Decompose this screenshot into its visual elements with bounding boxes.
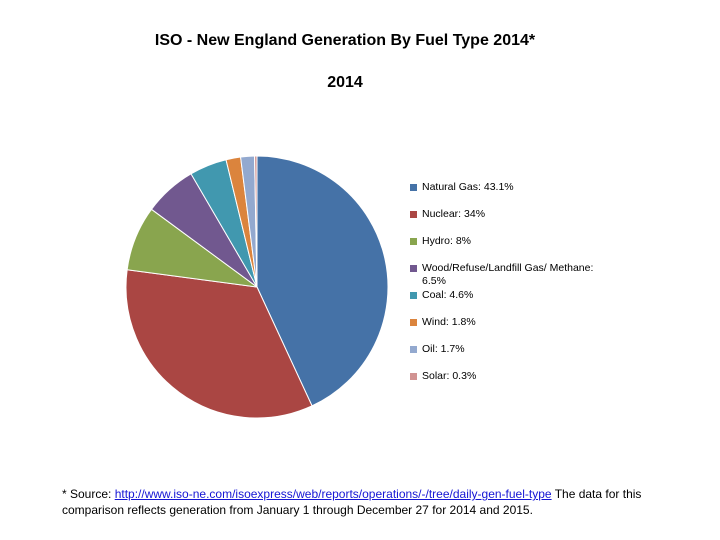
legend-swatch [410, 265, 417, 272]
footnote-text: The data for this comparison reflects ge… [62, 487, 642, 517]
chart-subtitle: 2014 [327, 74, 363, 91]
pie-slice-nuclear [125, 269, 313, 419]
legend-label: Coal: 4.6% [422, 289, 474, 301]
pie-slice-natural-gas [256, 155, 389, 407]
chart-title: ISO - New England Generation By Fuel Typ… [154, 32, 536, 49]
legend-swatch [410, 319, 417, 326]
legend-label: Solar: 0.3% [422, 370, 477, 382]
legend-swatch [410, 184, 417, 191]
legend-swatch [410, 238, 417, 245]
legend: Natural Gas: 43.1% Nuclear: 34% Hydro: 8… [410, 181, 600, 397]
legend-item-oil: Oil: 1.7% [410, 343, 600, 356]
legend-label: Nuclear: 34% [422, 208, 486, 220]
legend-swatch [410, 373, 417, 380]
source-link[interactable]: http://www.iso-ne.com/isoexpress/web/rep… [114, 487, 552, 501]
legend-item-solar: Solar: 0.3% [410, 370, 600, 383]
legend-item-nuclear: Nuclear: 34% [410, 208, 600, 221]
legend-item-wood-refuse: Wood/Refuse/Landfill Gas/ Methane: 6.5% [410, 262, 600, 288]
legend-item-natural-gas: Natural Gas: 43.1% [410, 181, 600, 194]
legend-item-wind: Wind: 1.8% [410, 316, 600, 329]
legend-label: Oil: 1.7% [422, 343, 465, 355]
legend-swatch [410, 346, 417, 353]
pie-chart [125, 155, 389, 419]
legend-label: Wind: 1.8% [422, 316, 476, 328]
legend-label: Wood/Refuse/Landfill Gas/ Methane: 6.5% [422, 262, 594, 287]
legend-label: Natural Gas: 43.1% [422, 181, 514, 193]
legend-item-hydro: Hydro: 8% [410, 235, 600, 248]
footnote: * Source: http://www.iso-ne.com/isoexpre… [62, 486, 682, 518]
pie-slice-solar [254, 155, 258, 288]
footnote-prefix: * Source: [62, 487, 115, 501]
legend-swatch [410, 211, 417, 218]
legend-item-coal: Coal: 4.6% [410, 289, 600, 302]
legend-label: Hydro: 8% [422, 235, 472, 247]
legend-swatch [410, 292, 417, 299]
